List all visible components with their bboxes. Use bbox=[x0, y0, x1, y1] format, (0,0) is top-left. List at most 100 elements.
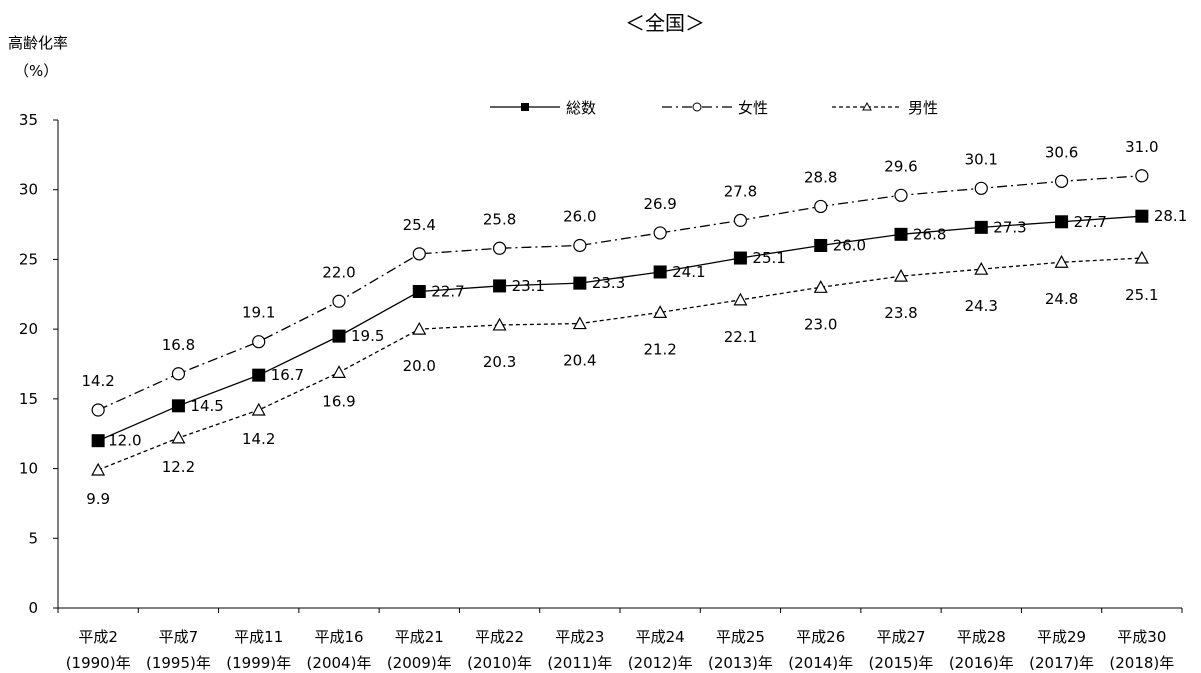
series-female-point bbox=[171, 367, 186, 381]
data-label: 20.4 bbox=[563, 352, 596, 370]
data-label: 27.3 bbox=[993, 218, 1026, 236]
x-tick-label-year: (2014)年 bbox=[788, 654, 853, 672]
data-label: 27.8 bbox=[724, 182, 757, 200]
x-axis-ticks: 平成2 (1990)年 平成7 (1995)年 平成11 (1999)年 平成16 (2004… bbox=[57, 608, 1183, 672]
x-tick-label-era: 平成27 bbox=[876, 628, 925, 646]
x-tick-label-year: (1999)年 bbox=[226, 654, 291, 672]
data-label: 30.1 bbox=[965, 150, 998, 168]
series-total-point bbox=[814, 238, 828, 252]
series-total-point bbox=[91, 434, 105, 448]
x-tick-label-era: 平成23 bbox=[555, 628, 604, 646]
series-female-point bbox=[91, 403, 105, 417]
series-female-line bbox=[97, 175, 1142, 411]
series-male-point bbox=[653, 305, 668, 319]
legend-item: 女性 bbox=[662, 99, 768, 117]
series-male-point bbox=[91, 462, 106, 476]
series-total-point bbox=[412, 284, 426, 298]
series-male-point bbox=[251, 402, 266, 416]
x-tick-label-year: (2010)年 bbox=[467, 654, 532, 672]
x-tick-label-era: 平成30 bbox=[1117, 628, 1166, 646]
data-label: 16.8 bbox=[162, 336, 195, 354]
data-label: 26.8 bbox=[913, 225, 946, 243]
data-label: 22.7 bbox=[431, 282, 464, 300]
series-total-point bbox=[493, 279, 507, 293]
series-female-point bbox=[894, 188, 908, 202]
data-label: 20.3 bbox=[483, 353, 516, 371]
x-tick-label-era: 平成28 bbox=[957, 628, 1006, 646]
series-male-point bbox=[171, 430, 186, 444]
series-male-point bbox=[492, 317, 507, 331]
series-male-line bbox=[97, 257, 1142, 471]
series-female-point bbox=[814, 199, 828, 214]
series-female-point bbox=[412, 247, 426, 261]
x-tick-label-year: (2011)年 bbox=[547, 654, 612, 672]
data-label: 24.3 bbox=[965, 297, 998, 315]
y-tick-label: 5 bbox=[28, 529, 38, 547]
data-label: 23.0 bbox=[804, 315, 837, 333]
data-label: 25.1 bbox=[752, 249, 785, 267]
series-male-point bbox=[1054, 254, 1069, 268]
legend-item: 男性 bbox=[832, 99, 938, 117]
x-tick-label-year: (2017)年 bbox=[1029, 654, 1094, 672]
data-label: 19.1 bbox=[242, 304, 275, 322]
y-axis-ticks: 0 5 10 15 20 25 30 35 bbox=[19, 111, 58, 617]
x-tick-label-era: 平成26 bbox=[796, 628, 845, 646]
data-label: 16.7 bbox=[271, 366, 304, 384]
legend: 総数 女性 男性 bbox=[490, 99, 938, 117]
data-label: 25.4 bbox=[403, 216, 436, 234]
series-layer: 12.0 14.5 16.7 19.5 22.7 23.1 23.3 24.1 25.1 26.0… bbox=[81, 138, 1187, 508]
x-tick-label-year: (2016)年 bbox=[949, 654, 1014, 672]
series-male-point bbox=[893, 268, 909, 282]
series-male-point bbox=[331, 365, 347, 378]
x-tick-label-year: (2018)年 bbox=[1109, 654, 1174, 672]
y-axis-unit: （%） bbox=[14, 62, 58, 80]
data-label: 23.3 bbox=[592, 274, 625, 292]
data-label: 23.1 bbox=[512, 277, 545, 295]
x-tick-label-year: (1990)年 bbox=[66, 654, 131, 672]
series-male: 9.9 12.2 14.2 16.9 20.0 20.3 20.4 21.2 22.1 23.0 2… bbox=[86, 250, 1159, 508]
x-tick-label-year: (2012)年 bbox=[628, 654, 693, 672]
x-tick-label-era: 平成22 bbox=[475, 628, 524, 646]
x-tick-label-era: 平成2 bbox=[78, 628, 118, 646]
series-female-point bbox=[1054, 174, 1069, 188]
series-total-point bbox=[974, 220, 988, 234]
legend-marker bbox=[521, 103, 529, 111]
series-female-point bbox=[974, 181, 988, 195]
data-label: 19.5 bbox=[351, 327, 384, 345]
legend-label: 男性 bbox=[908, 99, 938, 117]
chart-title: ＜全国＞ bbox=[625, 11, 705, 35]
x-tick-label-year: (2009)年 bbox=[387, 654, 452, 672]
legend-item: 総数 bbox=[490, 99, 596, 117]
data-label: 22.1 bbox=[724, 328, 757, 346]
data-label: 9.9 bbox=[86, 490, 110, 508]
x-tick-label-year: (2004)年 bbox=[307, 654, 372, 672]
data-label: 31.0 bbox=[1125, 138, 1158, 156]
data-label: 26.0 bbox=[833, 236, 866, 254]
data-label: 26.0 bbox=[563, 207, 596, 225]
series-total-point bbox=[653, 265, 667, 279]
legend-label: 女性 bbox=[738, 99, 768, 117]
series-total-point bbox=[573, 276, 587, 290]
data-label: 25.1 bbox=[1125, 286, 1158, 304]
series-total-point bbox=[894, 227, 908, 241]
series-total-line bbox=[97, 215, 1142, 442]
x-tick-label-year: (1995)年 bbox=[146, 654, 211, 672]
series-male-point bbox=[733, 292, 748, 306]
series-female-point bbox=[1135, 169, 1149, 183]
x-tick-label-year: (2013)年 bbox=[708, 654, 773, 672]
x-tick-label-era: 平成16 bbox=[314, 628, 363, 646]
y-tick-label: 35 bbox=[19, 111, 38, 129]
y-axis-label: 高齢化率 bbox=[8, 34, 68, 52]
data-label: 25.8 bbox=[483, 210, 516, 228]
x-tick-label-era: 平成11 bbox=[234, 628, 283, 646]
data-label: 30.6 bbox=[1045, 143, 1078, 161]
data-label: 23.8 bbox=[884, 304, 917, 322]
series-total-point bbox=[733, 251, 747, 265]
x-tick-label-era: 平成25 bbox=[716, 628, 765, 646]
series-female-point bbox=[332, 294, 346, 308]
data-label: 26.9 bbox=[643, 195, 676, 213]
x-tick-label-era: 平成7 bbox=[159, 628, 199, 646]
series-total: 12.0 14.5 16.7 19.5 22.7 23.1 23.3 24.1 25.1 26.0… bbox=[91, 207, 1187, 450]
y-tick-label: 10 bbox=[19, 460, 38, 478]
